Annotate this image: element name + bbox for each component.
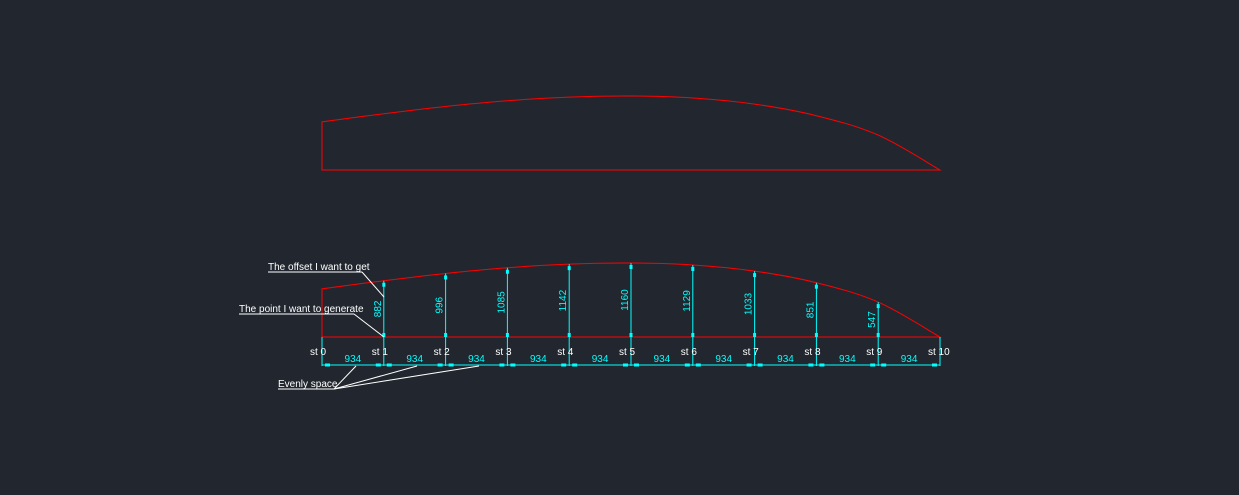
station-label: st 7 — [743, 347, 760, 358]
spacing-arrow — [325, 363, 330, 367]
offset-arrow-top — [629, 264, 633, 269]
spacing-arrow — [808, 363, 814, 367]
offset-arrow-bottom — [814, 333, 818, 337]
spacing-value: 934 — [839, 354, 856, 365]
spacing-note-leader — [333, 365, 357, 390]
spacing-arrow — [386, 363, 392, 367]
offset-value: 1160 — [620, 289, 631, 311]
spacing-arrow — [695, 363, 701, 367]
spacing-arrow — [561, 363, 567, 367]
spacing-arrow — [684, 363, 690, 367]
offset-arrow-top — [753, 273, 757, 278]
spacing-value: 934 — [468, 354, 485, 365]
offset-arrow-bottom — [876, 333, 880, 337]
spacing-note: Evenly space — [278, 379, 338, 390]
spacing-arrow — [932, 363, 937, 367]
annotations: The offset I want to get The point I wan… — [239, 262, 480, 390]
spacing-value: 934 — [530, 354, 547, 365]
offset-note: The offset I want to get — [268, 262, 370, 273]
spacing-arrow — [375, 363, 381, 367]
spacing-arrow — [437, 363, 443, 367]
spacing-arrow — [448, 363, 454, 367]
spacing-arrow — [510, 363, 516, 367]
upper-profile-outline — [321, 95, 942, 171]
spacing-arrow — [819, 363, 825, 367]
spacing-arrow — [634, 363, 639, 367]
spacing-note-leader — [333, 365, 480, 390]
offset-arrow-top — [505, 269, 509, 274]
spacing-value: 934 — [406, 354, 423, 365]
lower-profile-with-stations: st 0 934 st 1 882 934 st 2 996 934 st 3 1085 934 st… — [310, 262, 950, 367]
spacing-value: 934 — [901, 354, 918, 365]
offset-arrow-bottom — [567, 333, 571, 337]
station-label: st 9 — [866, 347, 883, 358]
offset-arrow-bottom — [444, 333, 448, 337]
offset-value: 882 — [373, 300, 384, 317]
offset-value: 547 — [867, 311, 878, 328]
offset-arrow-bottom — [505, 333, 509, 337]
upper-profile — [321, 95, 942, 171]
offset-arrow-bottom — [382, 333, 386, 337]
spacing-note-leader — [333, 365, 418, 390]
spacing-value: 934 — [654, 354, 671, 365]
spacing-value: 934 — [777, 354, 794, 365]
offset-value: 1085 — [496, 291, 507, 314]
offset-arrow-top — [814, 284, 818, 289]
point-note: The point I want to generate — [239, 304, 364, 315]
station-label: st 5 — [619, 347, 636, 358]
station-label: st 0 — [310, 347, 327, 358]
offset-arrow-top — [444, 275, 448, 280]
offset-arrow-top — [876, 304, 880, 309]
spacing-arrow — [881, 363, 887, 367]
point-note-leader — [353, 313, 385, 338]
offset-value: 1142 — [558, 289, 569, 311]
station-label: st 2 — [434, 347, 451, 358]
offset-value: 1129 — [682, 290, 693, 312]
spacing-value: 934 — [592, 354, 609, 365]
offset-value: 996 — [435, 296, 446, 313]
spacing-value: 934 — [715, 354, 732, 365]
station-label: st 3 — [495, 347, 512, 358]
offset-value: 851 — [805, 301, 816, 318]
offset-arrow-top — [382, 282, 386, 287]
offset-note-leader — [361, 271, 385, 298]
spacing-arrow — [499, 363, 505, 367]
offset-arrow-bottom — [753, 333, 757, 337]
offset-arrow-bottom — [629, 333, 633, 337]
station-label: st 4 — [557, 347, 574, 358]
offset-arrow-top — [691, 266, 695, 271]
offset-arrow-bottom — [691, 333, 695, 337]
offset-arrow-top — [567, 266, 571, 271]
spacing-arrow — [870, 363, 876, 367]
spacing-arrow — [572, 363, 578, 367]
offset-value: 1033 — [744, 292, 755, 315]
station-label: st 1 — [372, 347, 389, 358]
spacing-arrow — [757, 363, 763, 367]
spacing-arrow — [623, 363, 628, 367]
station-label: st 10 — [928, 347, 950, 358]
station-label: st 6 — [681, 347, 698, 358]
spacing-value: 934 — [345, 354, 362, 365]
spacing-arrow — [746, 363, 752, 367]
station-label: st 8 — [804, 347, 821, 358]
